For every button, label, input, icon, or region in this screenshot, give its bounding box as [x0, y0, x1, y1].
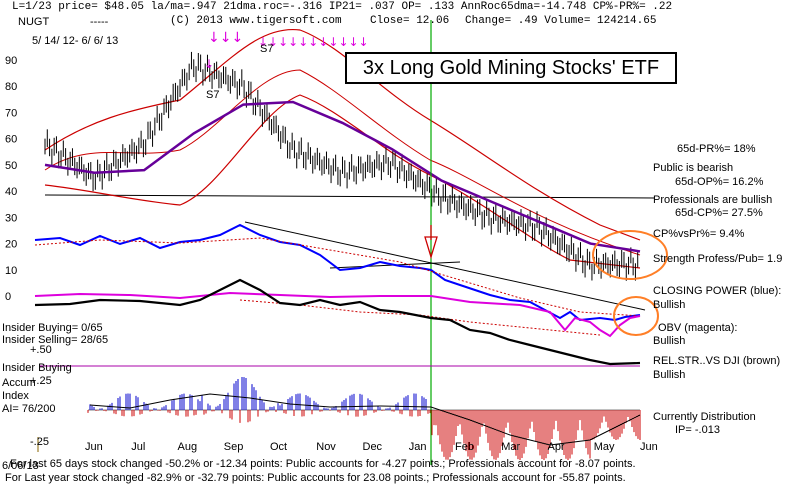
price-bars [44, 51, 639, 281]
x-tick-label: Sep [224, 441, 244, 453]
x-tick-label: Aug [178, 441, 198, 453]
support-line [44, 194, 656, 199]
upper-band-line [44, 28, 641, 241]
x-tick-label: Mar [501, 441, 520, 453]
cp-vs-pr: CP%vsPr%= 9.4% [653, 228, 745, 240]
cp65: 65d-CP%= 27.5% [675, 207, 763, 219]
rel-str-status: Bullish [653, 369, 686, 381]
copyright: (C) 2013 www.tigersoft.com [170, 15, 342, 27]
x-tick-label: Jun [85, 441, 103, 453]
dashes: ----- [90, 16, 109, 28]
insider-buying-count: Insider Buying= 0/65 [2, 322, 103, 334]
y-tick-label: 0 [5, 291, 11, 303]
x-tick-label: Jul [131, 441, 145, 453]
y-tick-label: 10 [5, 265, 17, 277]
strength-ratio: Strength Profess/Pub= 1.9 [653, 253, 783, 265]
accum-ma-line [89, 393, 641, 446]
rel-str-label: REL.STR..VS DJI (brown) [653, 355, 781, 367]
highlight-circle-1 [592, 230, 668, 280]
pr65: 65d-PR%= 18% [677, 143, 756, 155]
y-tick-label: 90 [5, 55, 17, 67]
s7-label-left: S7 [206, 89, 219, 101]
y-tick-label: 20 [5, 239, 17, 251]
plus-50: +.50 [30, 344, 52, 356]
date-stamp: 6/06/13 [2, 460, 39, 472]
rel-str-line [34, 278, 641, 366]
y-tick-label: 70 [5, 107, 17, 119]
insider-buying-label: Insider Buying [2, 362, 72, 374]
x-tick-label: Jan [409, 441, 427, 453]
y-tick-label: 60 [5, 134, 17, 146]
date-range: 5/ 14/ 12- 6/ 6/ 13 [32, 35, 119, 47]
header-line-1: L=1/23 price= $48.05 la/ma=.947 21dma.ro… [12, 1, 673, 13]
x-tick-label: Jun [640, 441, 658, 453]
index-label: Index [2, 390, 29, 402]
highlight-circle-2 [613, 296, 659, 336]
cp-ma-line [34, 237, 641, 317]
closing-power-status: Bullish [653, 299, 686, 311]
price-y-axis: 90 80 70 60 50 40 30 20 10 0 [5, 55, 17, 303]
footer-line-1: For last 65 days stock changed -50.2% or… [10, 458, 636, 470]
x-axis-ticks: Jun Jul Aug Sep Oct Nov Dec Jan Feb Mar Apr May Jun [85, 441, 658, 453]
y-tick-label: 50 [5, 160, 17, 172]
public-status: Public is bearish [653, 162, 734, 174]
closing-power-label: CLOSING POWER (blue): [653, 285, 782, 297]
ip-value: IP= -.013 [675, 424, 720, 436]
professionals-status: Professionals are bullish [653, 194, 773, 206]
x-tick-label: Oct [270, 441, 287, 453]
op65: 65d-OP%= 16.2% [675, 176, 764, 188]
ticker-label: NUGT [18, 16, 50, 28]
svg-text:↓↓↓: ↓↓↓ [208, 30, 243, 46]
obv-label: OBV (magenta): [658, 322, 738, 334]
chart-title: 3x Long Gold Mining Stocks' ETF [345, 52, 677, 84]
ma-red-line [44, 69, 641, 256]
svg-text:↓: ↓ [204, 57, 214, 71]
sell-markers: ↓↓↓ ↓↓↓↓↓↓↓↓↓↓↓ ↓ [204, 30, 369, 71]
s7-label-top: S7 [260, 43, 273, 55]
obv-status: Bullish [653, 335, 686, 347]
closing-power-line [34, 223, 641, 322]
minus-25: -.25 [30, 436, 49, 448]
x-tick-label: Feb [455, 441, 474, 453]
lower-band-line [44, 94, 641, 269]
insider-selling-count: Insider Selling= 28/65 [2, 334, 109, 346]
accum-label: Accum [2, 377, 36, 389]
change-volume: Change= .49 Volume= 124214.65 [465, 15, 657, 27]
ma-purple-line [44, 100, 641, 253]
ai-value: AI= 76/200 [2, 403, 56, 415]
cp-trendline [244, 221, 646, 311]
x-tick-label: Dec [363, 441, 383, 453]
x-tick-label: May [594, 441, 615, 453]
y-tick-label: 30 [5, 212, 17, 224]
close-value: Close= 12.06 [370, 15, 450, 27]
y-tick-label: 80 [5, 81, 17, 93]
x-tick-label: Apr [548, 441, 565, 453]
footer-line-2: For Last year stock changed -82.9% or -3… [5, 472, 626, 484]
y-tick-label: 40 [5, 186, 17, 198]
plus-25: +.25 [30, 375, 52, 387]
obv-line [34, 291, 641, 338]
distribution-label: Currently Distribution [653, 411, 756, 423]
x-tick-label: Nov [316, 441, 336, 453]
svg-text:↓↓↓↓↓↓↓↓↓↓↓: ↓↓↓↓↓↓↓↓↓↓↓ [258, 35, 369, 49]
